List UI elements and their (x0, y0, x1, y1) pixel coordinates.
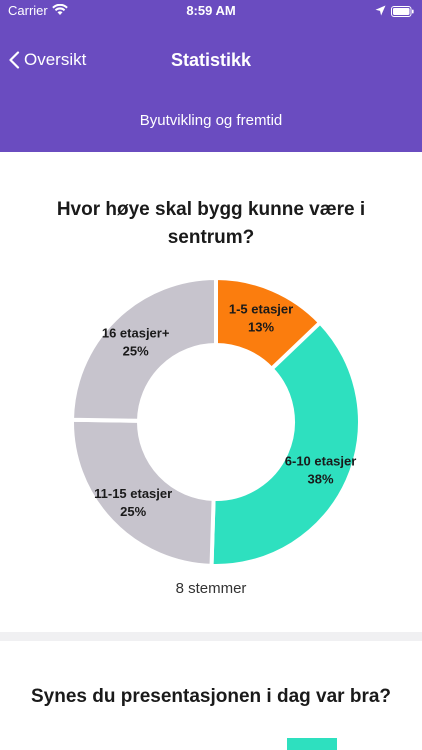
chart-bar (287, 738, 337, 750)
question-title: Hvor høye skal bygg kunne være i sentrum… (56, 199, 366, 248)
back-button[interactable]: Oversikt (8, 40, 86, 80)
location-icon (375, 4, 386, 16)
donut-slice-2 (209, 319, 362, 568)
page-title: Statistikk (170, 50, 252, 70)
slice-value-4: 25% (123, 343, 149, 358)
battery-icon (391, 5, 414, 17)
chevron-left-icon (8, 51, 20, 69)
vote-count: 8 stemmer (175, 580, 247, 597)
slice-value-3: 25% (120, 504, 146, 519)
back-label: Oversikt (24, 50, 87, 69)
slice-value-2: 38% (308, 472, 334, 487)
donut-slice-3 (70, 417, 216, 568)
wifi-icon (52, 3, 68, 16)
slice-label-4: 16 etasjer+ (102, 325, 170, 340)
header: Carrier 8:59 AM (0, 0, 422, 152)
carrier-label: Carrier (8, 3, 48, 18)
slice-value-1: 13% (248, 320, 274, 335)
category-subtitle: Byutvikling og fremtid (139, 112, 283, 129)
nav-bar: Oversikt Statistikk (0, 40, 422, 80)
status-bar: Carrier 8:59 AM (0, 0, 422, 22)
status-time: 8:59 AM (186, 3, 236, 18)
donut-slice-4 (70, 276, 218, 423)
slice-label-3: 11-15 etasjer (94, 486, 172, 501)
section-divider (0, 632, 422, 641)
question-title-2: Synes du presentasjonen i dag var bra? (30, 686, 392, 707)
donut-chart: 1-5 etasjer 13% 6-10 etasjer 38% 11-15 etasj… (70, 276, 362, 568)
slice-label-1: 1-5 etasjer (229, 302, 293, 317)
slice-label-2: 6-10 etasjer (285, 454, 357, 469)
